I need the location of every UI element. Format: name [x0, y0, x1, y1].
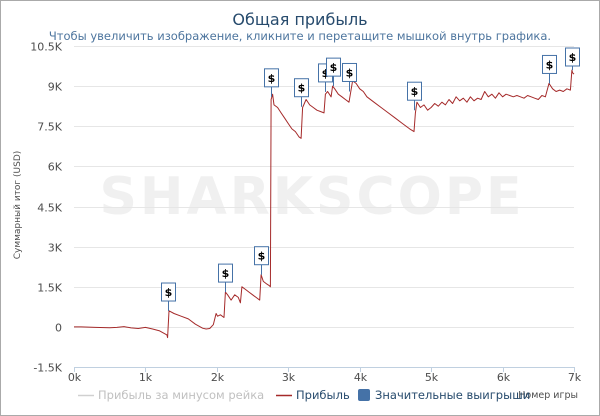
- x-tick-label: 0k: [68, 371, 82, 384]
- y-tick-label: 7.5K: [37, 121, 62, 134]
- big-win-flag[interactable]: $: [264, 68, 279, 97]
- flag-label: $: [298, 82, 306, 95]
- flag-label: $: [546, 58, 554, 71]
- big-win-flag[interactable]: $: [218, 263, 233, 293]
- y-axis-title: Суммарный итог (USD): [13, 151, 23, 260]
- x-tick-label: 4k: [354, 371, 368, 384]
- y-tick-label: 3K: [48, 242, 63, 255]
- legend[interactable]: Прибыль за минусом рейка Прибыль Значитель…: [78, 388, 530, 402]
- flag-box: [407, 81, 422, 101]
- big-win-flag[interactable]: $: [565, 47, 580, 71]
- legend-item[interactable]: Значительные выигрыши: [358, 388, 530, 402]
- flag-box: [254, 246, 269, 266]
- big-win-flag[interactable]: $: [542, 54, 557, 84]
- flag-box: [342, 62, 357, 82]
- x-tick-label: 3k: [282, 371, 296, 384]
- profit-line: [74, 69, 575, 339]
- x-tick-label: 6k: [497, 371, 511, 384]
- flag-box: [542, 54, 557, 74]
- flag-box: [161, 282, 176, 302]
- x-axis-title: Номер игры: [518, 390, 578, 401]
- legend-label: Прибыль: [296, 388, 350, 402]
- big-win-flag[interactable]: $: [407, 81, 422, 111]
- flag-layer[interactable]: $$$$$$ $ $$$$: [161, 47, 580, 312]
- y-tick-label: 9K: [48, 81, 63, 94]
- flag-label: $: [268, 72, 276, 85]
- x-tick-label: 7k: [568, 371, 582, 384]
- flag-label: $: [346, 66, 354, 79]
- flag-label: $: [411, 85, 419, 98]
- flag-label: $: [165, 286, 173, 299]
- flag-label: $: [322, 67, 330, 80]
- flag-box: [218, 263, 233, 283]
- flag-label: $: [258, 250, 266, 263]
- series-layer: [74, 69, 575, 339]
- y-tick-label: 6K: [48, 161, 63, 174]
- x-tick-label: 1k: [139, 371, 153, 384]
- y-tick-label: 0: [55, 322, 62, 335]
- watermark: SHARKSCOPE: [99, 167, 524, 227]
- legend-box-swatch: [358, 389, 370, 401]
- x-tick-label: 5k: [425, 371, 439, 384]
- axis-layer: -1.5K 0 1.5K 3K 4.5K 6K 7.5K 9K 10.5K 0k 1k 2k 3k 4k 5…: [30, 41, 582, 385]
- flag-box: [326, 57, 341, 77]
- flag-label: $: [222, 267, 230, 280]
- legend-item[interactable]: Прибыль за минусом рейка: [78, 388, 264, 402]
- legend-item[interactable]: Прибыль: [276, 388, 350, 402]
- legend-label: Прибыль за минусом рейка: [98, 388, 264, 402]
- y-tick-label: 1.5K: [37, 282, 62, 295]
- y-tick-label: 10.5K: [30, 41, 62, 54]
- big-win-flag[interactable]: $: [254, 246, 269, 275]
- chart-subtitle: Чтобы увеличить изображение, кликните и …: [49, 29, 551, 43]
- flag-box: [565, 47, 580, 67]
- flag-label: $: [569, 51, 577, 64]
- chart-title: Общая прибыль: [232, 10, 367, 29]
- x-tick-label: 2k: [211, 371, 225, 384]
- flag-box: [294, 78, 309, 98]
- big-win-flag[interactable]: $: [294, 78, 309, 107]
- y-tick-label: 4.5K: [37, 202, 62, 215]
- y-tick-label: -1.5K: [33, 362, 62, 375]
- flag-label: $: [330, 61, 338, 74]
- big-win-flag[interactable]: $: [342, 62, 357, 92]
- big-win-flag[interactable]: $: [326, 57, 341, 87]
- legend-label: Значительные выигрыши: [375, 388, 530, 402]
- big-win-flag[interactable]: $: [161, 282, 176, 312]
- flag-box: [264, 68, 279, 88]
